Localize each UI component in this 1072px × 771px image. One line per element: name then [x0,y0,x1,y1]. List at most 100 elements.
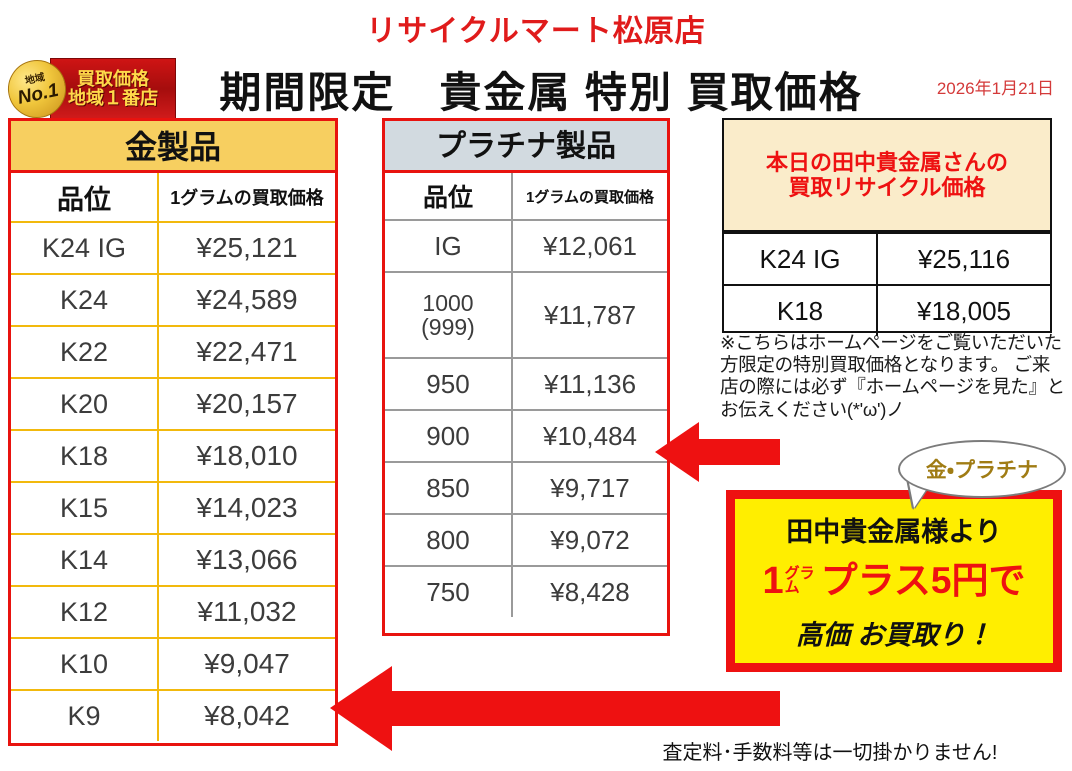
promo-plus-text: プラス5円で [820,560,1026,602]
table-row: K22 ¥22,471 [11,325,335,379]
table-row: K18 ¥18,010 [11,429,335,483]
page-title: 期間限定 貴金属 特別 買取価格 [219,68,863,116]
table-row: 1000 (999) ¥11,787 [385,271,667,359]
gold-col-header-grade: 品位 [11,173,159,223]
table-row: 800 ¥9,072 [385,513,667,567]
platinum-price-cell: ¥11,787 [511,271,667,359]
table-row: 900 ¥10,484 [385,409,667,463]
promo-ruby-bottom: ム [784,578,800,596]
platinum-grade-cell: 800 [385,513,513,567]
table-row: K9 ¥8,042 [11,689,335,741]
gold-table-title: 金製品 [11,121,335,173]
gold-grade-cell: K18 [11,429,159,483]
platinum-table-title: プラチナ製品 [385,121,667,173]
promo-number: 1 [762,559,784,602]
gold-grade-cell: K9 [11,689,159,741]
tanaka-grade-cell: K24 IG [724,232,878,286]
platinum-price-cell: ¥9,072 [511,513,667,567]
date-label: 2026年1月21日 [936,79,1054,98]
platinum-price-cell: ¥11,136 [511,357,667,411]
table-row: K15 ¥14,023 [11,481,335,535]
table-row: K10 ¥9,047 [11,637,335,691]
platinum-price-cell: ¥12,061 [511,219,667,273]
platinum-col-header-price: 1グラムの買取価格 [511,173,667,221]
gold-table-grid: 品位 1グラムの買取価格 K24 IG ¥25,121 K24 ¥24,589 … [11,173,335,741]
platinum-price-cell: ¥8,428 [511,565,667,617]
gold-price-cell: ¥8,042 [157,689,335,741]
table-row: K12 ¥11,032 [11,585,335,639]
platinum-price-table: プラチナ製品 品位 1グラムの買取価格 IG ¥12,061 1000 (999… [382,118,670,636]
tanaka-table-grid: K24 IG ¥25,116 K18 ¥18,005 [724,232,1050,336]
tanaka-box-title: 本日の田中貴金属さんの 買取リサイクル価格 [724,120,1050,232]
table-row: K24 IG ¥25,116 [724,232,1050,286]
speech-bubble: 金・プラチナ [898,440,1066,508]
platinum-grade-cell: 750 [385,565,513,617]
gold-price-cell: ¥22,471 [157,325,335,379]
tanaka-title-line-1: 本日の田中貴金属さんの [765,149,1008,175]
platinum-table-grid: 品位 1グラムの買取価格 IG ¥12,061 1000 (999) ¥11,7… [385,173,667,617]
gold-grade-cell: K10 [11,637,159,691]
gold-col-header-price: 1グラムの買取価格 [157,173,335,223]
arrow-left-to-platinum-icon [655,422,780,482]
platinum-col-header-grade: 品位 [385,173,513,221]
platinum-price-cell: ¥10,484 [511,409,667,463]
gold-price-cell: ¥9,047 [157,637,335,691]
speech-bubble-text: 金・プラチナ [925,459,1039,482]
table-row: 850 ¥9,717 [385,461,667,515]
gold-grade-cell: K24 IG [11,221,159,275]
tanaka-price-cell: ¥18,005 [876,284,1050,336]
promo-line-1: 田中貴金属様より [786,516,1002,547]
gold-grade-cell: K24 [11,273,159,327]
platinum-grade-cell: 1000 (999) [385,271,513,359]
gold-price-cell: ¥20,157 [157,377,335,431]
speech-bubble-body: 金・プラチナ [898,440,1066,498]
gold-table-header-row: 品位 1グラムの買取価格 [11,173,335,223]
promo-bonus-box: 田中貴金属様より 1 グラ ム プラス5円で 高価 お買取り！ [726,490,1062,672]
table-row: K24 ¥24,589 [11,273,335,327]
table-row: IG ¥12,061 [385,219,667,273]
promo-line-3: 高価 お買取り！ [795,620,993,651]
footer-note: 査定料･手数料等は一切掛かりません! [662,742,998,764]
no1-badge: 買取価格 地域１番店 地域 No.1 [2,54,176,124]
tanaka-title-line-2: 買取リサイクル価格 [788,175,986,200]
platinum-grade-cell: IG [385,219,513,273]
gold-grade-cell: K20 [11,377,159,431]
gold-price-cell: ¥25,121 [157,221,335,275]
table-row: K24 IG ¥25,121 [11,221,335,275]
promo-line-2: 1 グラ ム プラス5円で [763,562,1026,600]
platinum-price-cell: ¥9,717 [511,461,667,515]
gold-price-cell: ¥13,066 [157,533,335,587]
store-title: リサイクルマート松原店 [366,15,706,48]
gold-price-cell: ¥24,589 [157,273,335,327]
badge-circle-main-label: No.1 [15,79,61,109]
table-row: 750 ¥8,428 [385,565,667,617]
platinum-grade-cell: 850 [385,461,513,515]
platinum-grade-cell: 950 [385,357,513,411]
badge-line-1: 買取価格 [77,69,149,90]
promo-ruby-gram: グラ ム [784,564,815,596]
tanaka-reference-price-box: 本日の田中貴金属さんの 買取リサイクル価格 K24 IG ¥25,116 K18… [722,118,1052,336]
table-row: K18 ¥18,005 [724,284,1050,336]
platinum-grade-line-1: 1000 [422,289,474,316]
gold-grade-cell: K12 [11,585,159,639]
platinum-grade-cell: 900 [385,409,513,463]
gold-price-cell: ¥18,010 [157,429,335,483]
platinum-table-header-row: 品位 1グラムの買取価格 [385,173,667,221]
promo-ruby-top: グラ [784,564,815,582]
homepage-note-text: ※こちらはホームページをご覧いただいた方限定の特別買取価格となります。 ご来店の… [720,332,1065,420]
badge-line-2: 地域１番店 [68,88,158,108]
table-row: K14 ¥13,066 [11,533,335,587]
table-row: K20 ¥20,157 [11,377,335,431]
arrow-left-to-gold-icon [330,666,780,751]
platinum-grade-line-2: (999) [421,314,475,340]
tanaka-grade-cell: K18 [724,284,878,336]
gold-grade-cell: K15 [11,481,159,535]
gold-price-cell: ¥11,032 [157,585,335,639]
gold-price-cell: ¥14,023 [157,481,335,535]
gold-grade-cell: K14 [11,533,159,587]
gold-grade-cell: K22 [11,325,159,379]
table-row: 950 ¥11,136 [385,357,667,411]
tanaka-price-cell: ¥25,116 [876,232,1050,286]
badge-red-plate: 買取価格 地域１番店 [50,58,176,120]
gold-price-table: 金製品 品位 1グラムの買取価格 K24 IG ¥25,121 K24 ¥24,… [8,118,338,746]
